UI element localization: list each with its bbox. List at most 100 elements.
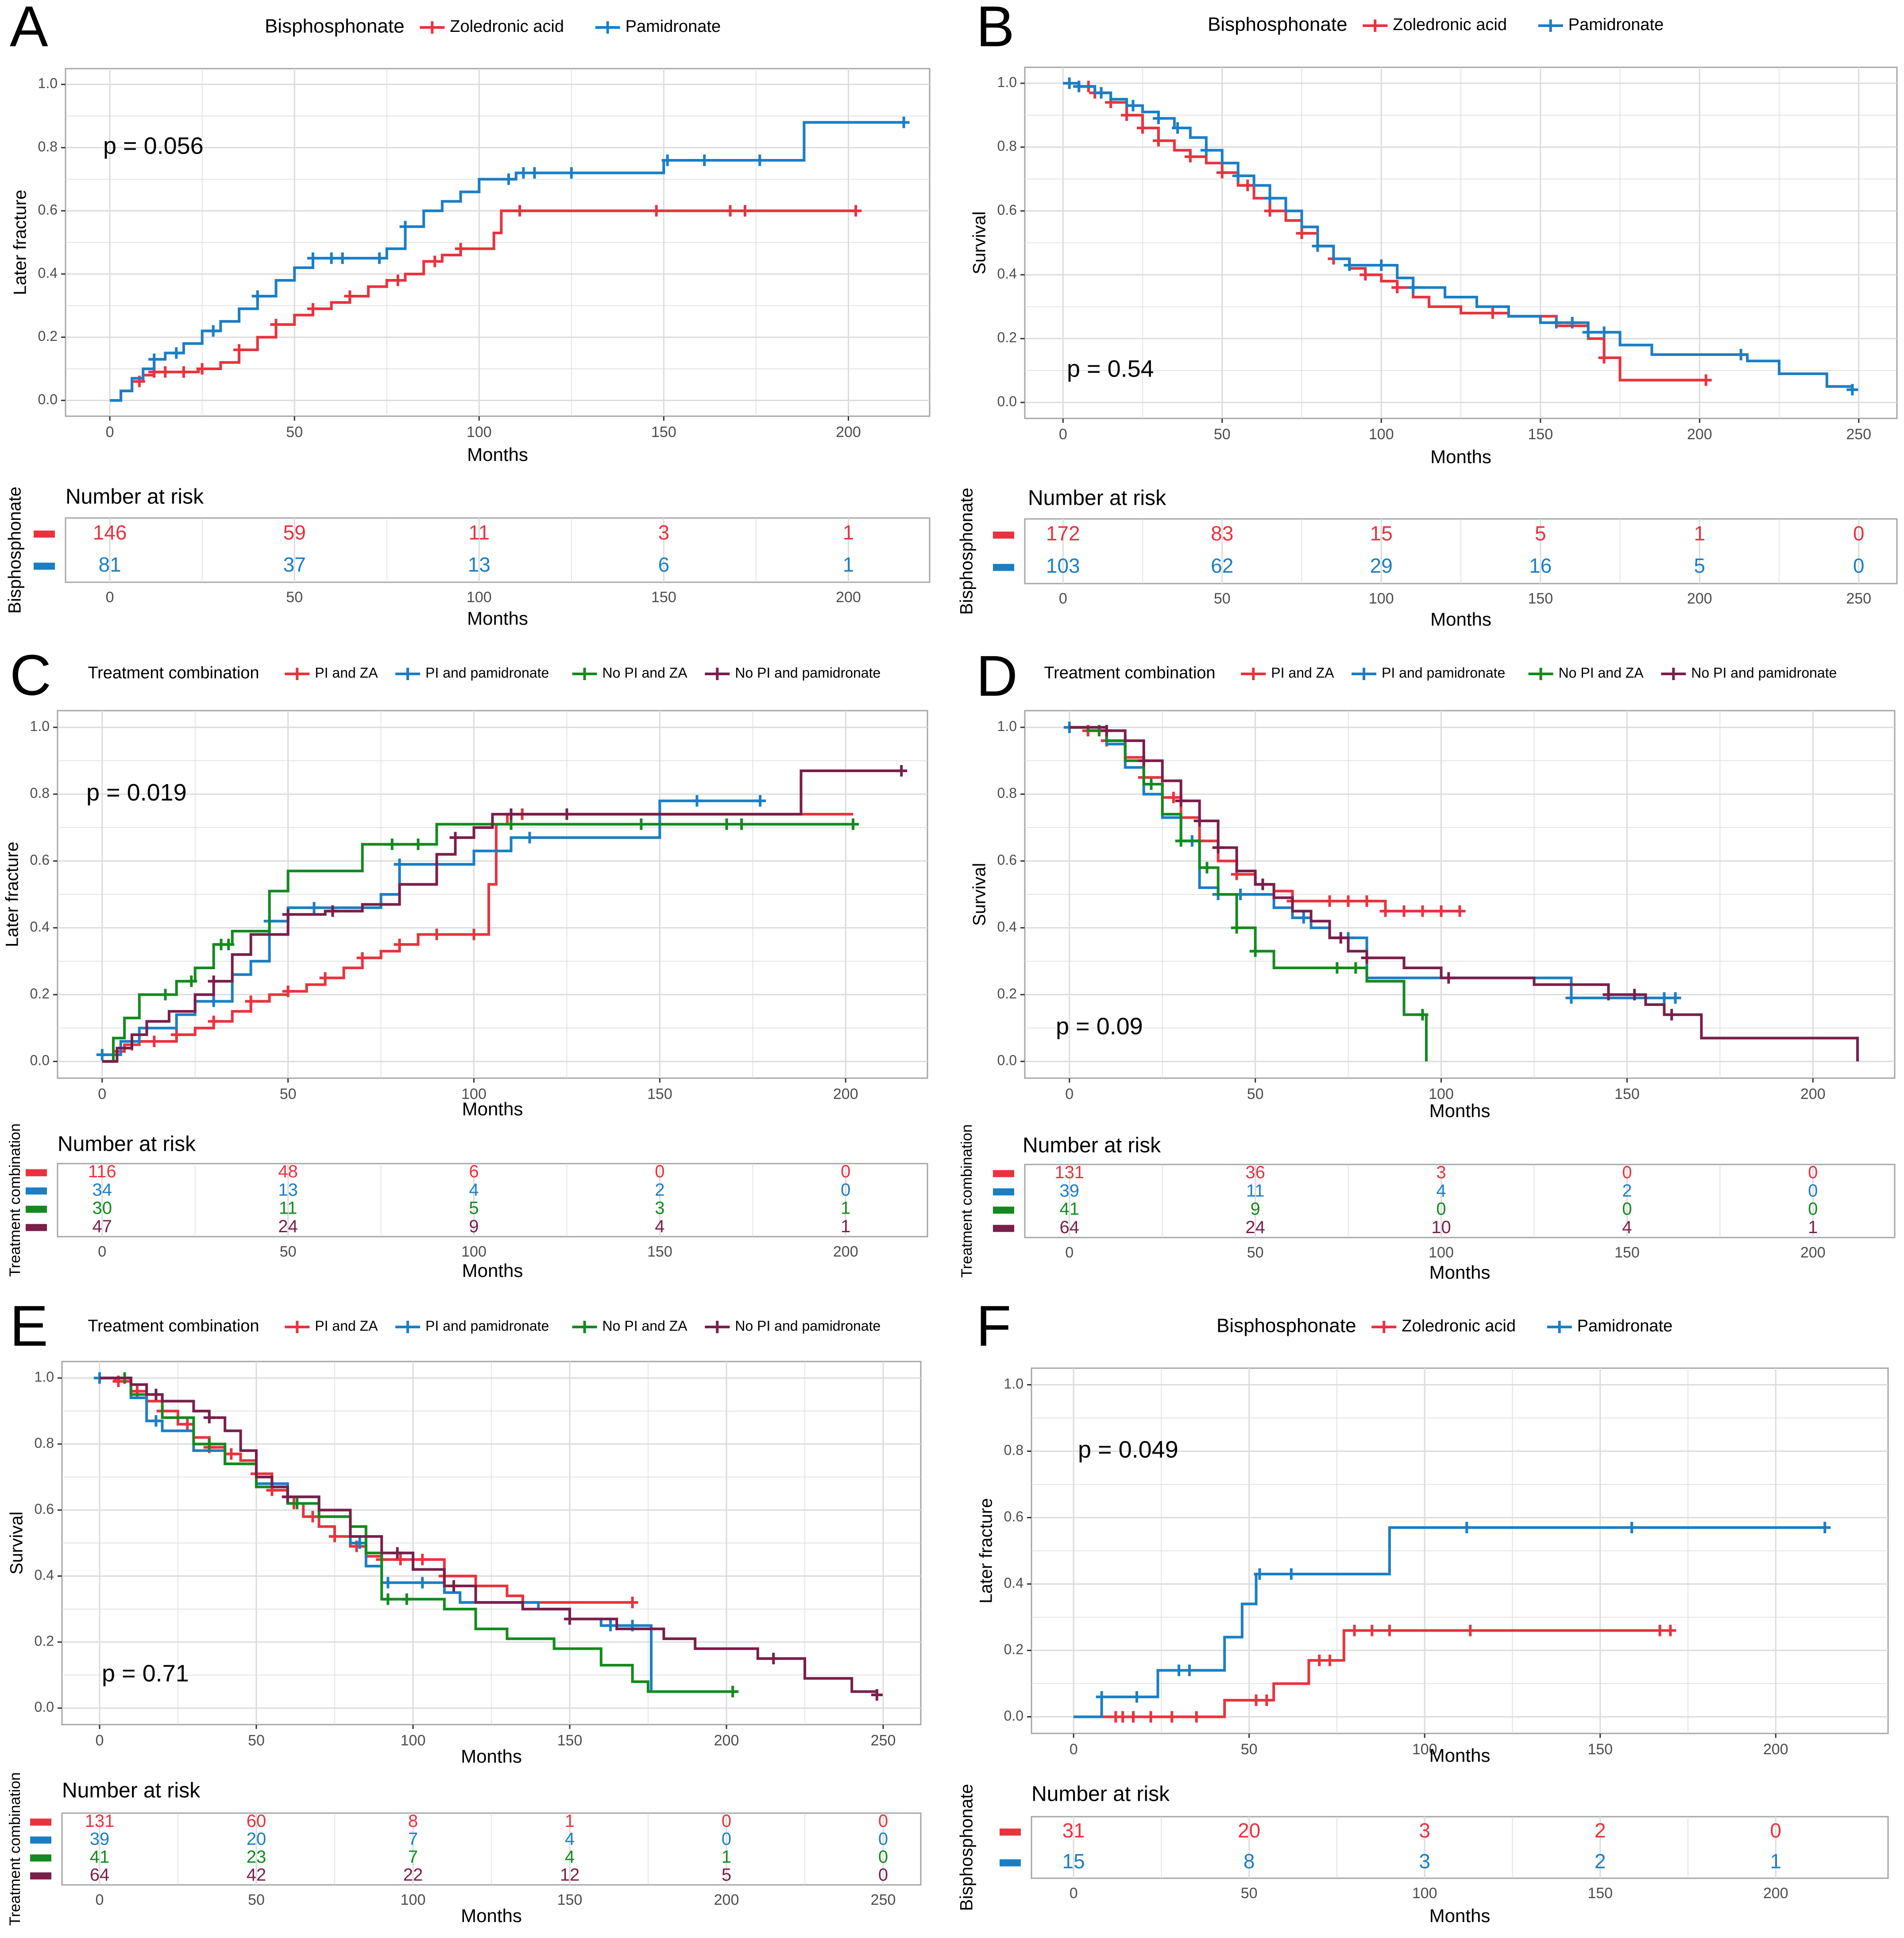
risk-x-tick-label: 0 bbox=[1065, 1244, 1074, 1261]
censor-mark bbox=[724, 205, 736, 217]
censor-mark bbox=[605, 1620, 617, 1632]
risk-x-tick-label: 0 bbox=[1070, 1885, 1078, 1902]
censor-mark bbox=[564, 1613, 576, 1625]
risk-x-tick-label: 250 bbox=[1846, 590, 1871, 607]
risk-table-title: Number at risk bbox=[1028, 487, 1166, 510]
censor-mark bbox=[1166, 1711, 1178, 1723]
censor-mark bbox=[1417, 1009, 1429, 1021]
p-value: p = 0.71 bbox=[102, 1660, 189, 1687]
risk-y-axis-label: Bisphosphonate bbox=[957, 488, 977, 615]
legend: Bisphosphonate Zoledronic acid Pamidronate bbox=[1217, 1315, 1672, 1337]
panel-letter: E bbox=[10, 1293, 48, 1358]
y-tick-label: 0.0 bbox=[38, 391, 58, 407]
risk-value: 10 bbox=[1431, 1218, 1451, 1237]
step-line bbox=[102, 799, 761, 1056]
risk-value: 2 bbox=[1595, 1849, 1606, 1872]
risk-x-tick-label: 200 bbox=[1800, 1244, 1826, 1261]
risk-value: 7 bbox=[408, 1829, 418, 1849]
legend-label: PI and pamidronate bbox=[425, 665, 549, 681]
x-tick-label: 200 bbox=[1687, 426, 1712, 443]
risk-value: 20 bbox=[247, 1829, 266, 1849]
y-tick-label: 0.0 bbox=[35, 1699, 54, 1715]
legend-title: Treatment combination bbox=[88, 1317, 259, 1335]
censor-mark bbox=[344, 290, 356, 302]
legend-label: No PI and ZA bbox=[602, 665, 688, 681]
legend-label: PI and pamidronate bbox=[425, 1318, 549, 1334]
censor-mark bbox=[468, 928, 480, 940]
risk-value: 22 bbox=[403, 1865, 423, 1884]
x-tick-label: 50 bbox=[280, 1086, 297, 1102]
x-tick-label: 250 bbox=[871, 1732, 896, 1749]
x-axis-label: Months bbox=[461, 1746, 522, 1767]
censor-mark bbox=[159, 366, 171, 378]
censor-mark bbox=[382, 1577, 394, 1589]
risk-value: 1 bbox=[1808, 1218, 1818, 1237]
risk-value: 3 bbox=[1436, 1163, 1446, 1182]
risk-table-frame bbox=[1024, 1164, 1896, 1238]
censor-mark bbox=[1443, 972, 1455, 984]
y-tick-label: 0.4 bbox=[997, 266, 1017, 282]
x-tick-label: 200 bbox=[833, 1086, 858, 1102]
legend: Treatment combination PI and ZA PI and pam… bbox=[88, 664, 881, 682]
censor-mark bbox=[1172, 122, 1184, 134]
censor-mark bbox=[898, 116, 910, 128]
risk-value: 59 bbox=[283, 521, 306, 544]
risk-value: 0 bbox=[1436, 1199, 1446, 1219]
x-tick-label: 100 bbox=[1412, 1741, 1437, 1758]
risk-x-tick-label: 0 bbox=[1059, 590, 1067, 607]
risk-value: 83 bbox=[1211, 522, 1233, 545]
censor-mark bbox=[308, 902, 320, 914]
risk-x-tick-label: 150 bbox=[651, 589, 676, 606]
x-tick-label: 100 bbox=[1369, 426, 1394, 443]
censor-mark bbox=[518, 167, 529, 179]
risk-value: 1 bbox=[841, 1199, 850, 1218]
x-tick-label: 0 bbox=[1070, 1741, 1078, 1758]
risk-value: 1 bbox=[843, 521, 854, 544]
censor-mark bbox=[1121, 109, 1133, 121]
risk-x-tick-label: 50 bbox=[286, 589, 303, 606]
censor-mark bbox=[1361, 895, 1373, 907]
risk-value: 31 bbox=[1062, 1819, 1085, 1842]
censor-mark bbox=[356, 952, 368, 964]
series-no-pi-and-za bbox=[99, 1372, 739, 1698]
censor-mark bbox=[203, 1438, 215, 1450]
risk-value: 5 bbox=[722, 1865, 731, 1884]
legend: Bisphosphonate Zoledronic acid Pamidronate bbox=[265, 15, 721, 37]
risk-value: 131 bbox=[1054, 1163, 1084, 1182]
risk-table-frame bbox=[57, 1163, 928, 1238]
legend-label: No PI and pamidronate bbox=[735, 665, 881, 681]
legend-title: Treatment combination bbox=[88, 664, 259, 682]
risk-x-axis-label: Months bbox=[1429, 1262, 1491, 1283]
risk-y-axis-label: Bisphosphonate bbox=[5, 487, 25, 614]
censor-mark bbox=[1565, 992, 1577, 1004]
risk-x-axis-label: Months bbox=[1430, 609, 1491, 630]
p-value: p = 0.056 bbox=[103, 133, 204, 159]
x-tick-label: 50 bbox=[248, 1732, 265, 1749]
censor-mark bbox=[1361, 952, 1373, 964]
censor-mark bbox=[307, 303, 319, 315]
legend-label: No PI and ZA bbox=[1559, 665, 1644, 681]
risk-value: 64 bbox=[1060, 1218, 1080, 1237]
y-tick-label: 0.8 bbox=[30, 785, 50, 801]
risk-value: 7 bbox=[408, 1847, 418, 1867]
x-tick-label: 100 bbox=[401, 1732, 426, 1749]
step-line bbox=[102, 812, 854, 1063]
step-line bbox=[1074, 1526, 1829, 1718]
risk-x-axis-label: Months bbox=[467, 608, 528, 629]
x-tick-label: 150 bbox=[557, 1732, 583, 1749]
risk-value: 4 bbox=[565, 1829, 575, 1849]
x-tick-label: 0 bbox=[1065, 1086, 1074, 1102]
censor-mark bbox=[739, 205, 751, 217]
censor-mark bbox=[871, 1689, 883, 1701]
censor-mark bbox=[1193, 815, 1205, 827]
risk-y-axis-label: Bisphosphonate bbox=[957, 1784, 977, 1911]
x-tick-label: 150 bbox=[651, 424, 676, 441]
x-tick-label: 0 bbox=[1059, 426, 1067, 443]
censor-mark bbox=[96, 1049, 108, 1061]
risk-x-tick-label: 50 bbox=[248, 1892, 265, 1908]
censor-mark bbox=[1145, 1711, 1157, 1723]
risk-x-tick-label: 100 bbox=[1429, 1244, 1454, 1261]
censor-mark bbox=[699, 154, 711, 166]
